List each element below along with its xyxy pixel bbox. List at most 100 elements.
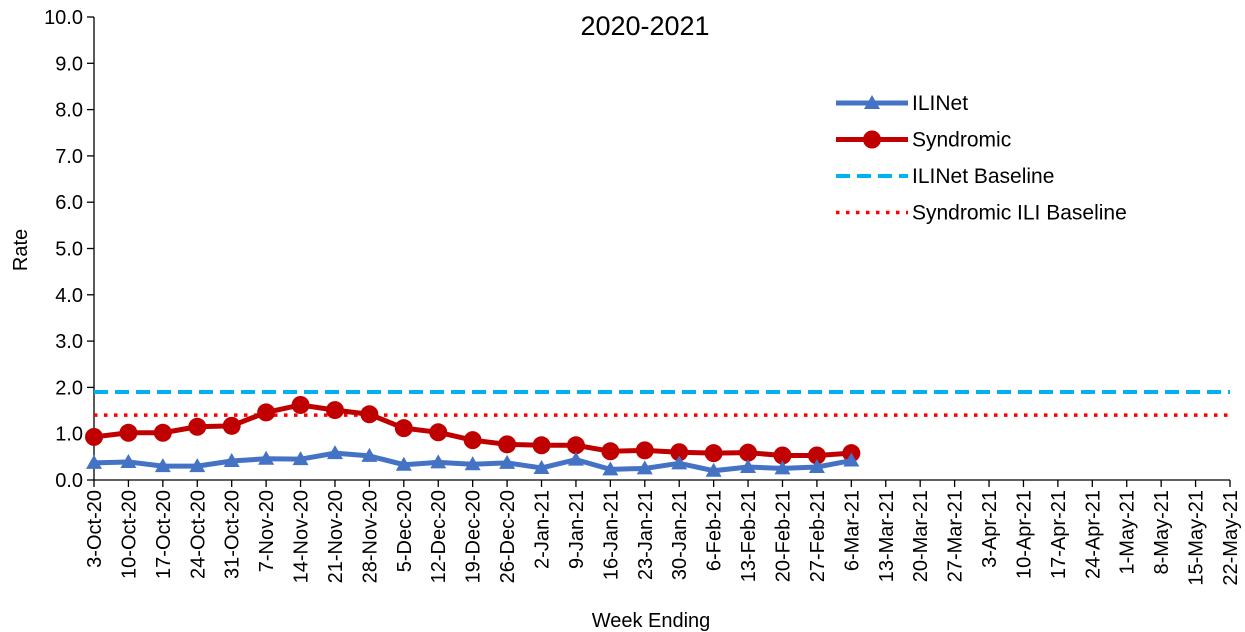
y-tick-label: 1.0: [55, 424, 83, 446]
syndromic-point: [670, 443, 689, 462]
y-tick-label: 9.0: [55, 53, 83, 75]
x-tick-label: 14-Nov-20: [291, 490, 313, 583]
ilinet-point: [671, 455, 688, 470]
ilinet-point: [533, 459, 550, 474]
syndromic-point: [601, 442, 620, 461]
syndromic-point: [85, 427, 103, 446]
y-tick-label: 5.0: [55, 239, 83, 261]
x-tick-label: 7-Nov-20: [256, 490, 278, 572]
syndromic-point: [635, 441, 654, 460]
x-tick-label: 23-Jan-21: [635, 490, 657, 580]
ilinet-point: [567, 451, 584, 466]
x-tick-label: 1-May-21: [1117, 490, 1139, 574]
ilinet-point: [120, 453, 137, 468]
syndromic-point: [360, 405, 379, 424]
ilinet-point: [636, 460, 653, 475]
ilinet-point: [430, 454, 447, 469]
syndromic-point: [222, 416, 241, 435]
x-tick-label: 6-Mar-21: [841, 490, 863, 571]
syndromic-point: [119, 423, 138, 442]
y-tick-label: 8.0: [55, 100, 83, 122]
x-tick-label: 20-Mar-21: [910, 490, 932, 582]
ilinet-point: [326, 445, 343, 460]
x-tick-label: 17-Oct-20: [153, 490, 175, 579]
syndromic-point: [566, 436, 585, 455]
x-tick-label: 9-Jan-21: [566, 490, 588, 569]
syndromic-point: [773, 446, 792, 465]
ilinet-point: [189, 458, 206, 473]
ilinet-point: [395, 456, 412, 471]
y-tick-label: 3.0: [55, 331, 83, 353]
ilinet-point: [602, 461, 619, 476]
x-axis-title: Week Ending: [592, 610, 711, 632]
plot-area: 0.0 1.0 2.0 3.0 4.0 5.0 6.0 7.0 8.0 9.0 10.0 3-Oct-…: [44, 7, 1242, 586]
syndromic-legend-label: Syndromic: [912, 129, 1011, 152]
x-tick-label: 10-Apr-21: [1013, 490, 1035, 579]
x-tick-label: 8-May-21: [1151, 490, 1173, 574]
x-tick-label: 28-Nov-20: [359, 490, 381, 583]
ilinet-point: [843, 452, 860, 467]
x-tick-label: 3-Apr-21: [979, 490, 1001, 568]
syndromic-point: [807, 446, 826, 465]
syndromic-point: [429, 423, 448, 442]
y-tick-label: 7.0: [55, 146, 83, 168]
x-tick-label: 19-Dec-20: [463, 490, 485, 583]
y-tick-label: 0.0: [55, 470, 83, 492]
x-tick-label: 26-Dec-20: [497, 490, 519, 583]
x-tick-label: 22-May-21: [1220, 490, 1242, 586]
syndromic-ili-baseline-legend-label: Syndromic ILI Baseline: [912, 202, 1127, 225]
x-tick-label: 21-Nov-20: [325, 490, 347, 583]
syndromic-point: [704, 444, 723, 463]
x-tick-label: 20-Feb-21: [772, 490, 794, 582]
ilinet-point: [154, 458, 171, 473]
y-tick-label: 6.0: [55, 192, 83, 214]
x-tick-label: 6-Feb-21: [704, 490, 726, 571]
y-tick-label: 10.0: [44, 7, 83, 29]
ilinet-point: [740, 459, 757, 474]
x-tick-label: 10-Oct-20: [118, 490, 140, 579]
ilinet-baseline-legend-label: ILINet Baseline: [912, 165, 1054, 188]
x-tick-label: 24-Oct-20: [187, 490, 209, 579]
ilinet-point: [464, 456, 481, 471]
syndromic-point: [739, 443, 758, 462]
x-tick-label: 27-Feb-21: [807, 490, 829, 582]
x-tick-label: 13-Mar-21: [876, 490, 898, 582]
x-tick-label: 3-Oct-20: [84, 490, 106, 568]
syndromic-legend-marker: [863, 130, 881, 149]
y-axis-title: Rate: [10, 229, 32, 271]
syndromic-point: [188, 417, 207, 436]
x-tick-label: 31-Oct-20: [222, 490, 244, 579]
x-tick-label: 5-Dec-20: [394, 490, 416, 572]
syndromic-point: [291, 395, 310, 414]
ilinet-point: [223, 453, 240, 468]
syndromic-point: [463, 431, 482, 450]
syndromic-point: [153, 423, 172, 442]
x-tick-label: 16-Jan-21: [600, 490, 622, 580]
x-tick-label: 27-Mar-21: [945, 490, 967, 582]
ilinet-point: [86, 454, 102, 469]
x-tick-label: 17-Apr-21: [1048, 490, 1070, 579]
ilinet-point: [499, 454, 516, 469]
y-tick-label: 2.0: [55, 377, 83, 399]
x-tick-label: 2-Jan-21: [532, 490, 554, 569]
x-tick-label: 24-Apr-21: [1082, 490, 1104, 579]
ilinet-point: [808, 459, 825, 474]
ilinet-point: [774, 460, 791, 475]
ilinet-point: [292, 451, 309, 466]
ilinet-point: [258, 450, 275, 465]
syndromic-point: [532, 436, 551, 455]
x-tick-label: 15-May-21: [1186, 490, 1208, 586]
syndromic-point: [394, 419, 413, 438]
syndromic-point: [325, 401, 344, 420]
x-tick-label: 12-Dec-20: [428, 490, 450, 583]
ilinet-point: [361, 447, 378, 462]
ilinet-legend-label: ILINet: [912, 92, 968, 115]
syndromic-point: [498, 435, 517, 454]
ilinet-point: [705, 462, 722, 477]
ilinet-legend-marker: [864, 95, 880, 109]
x-tick-label: 30-Jan-21: [669, 490, 691, 580]
legend: ILINet Syndromic ILINet Baseline Syndromic …: [836, 92, 1127, 225]
chart-title: 2020-2021: [580, 11, 709, 41]
